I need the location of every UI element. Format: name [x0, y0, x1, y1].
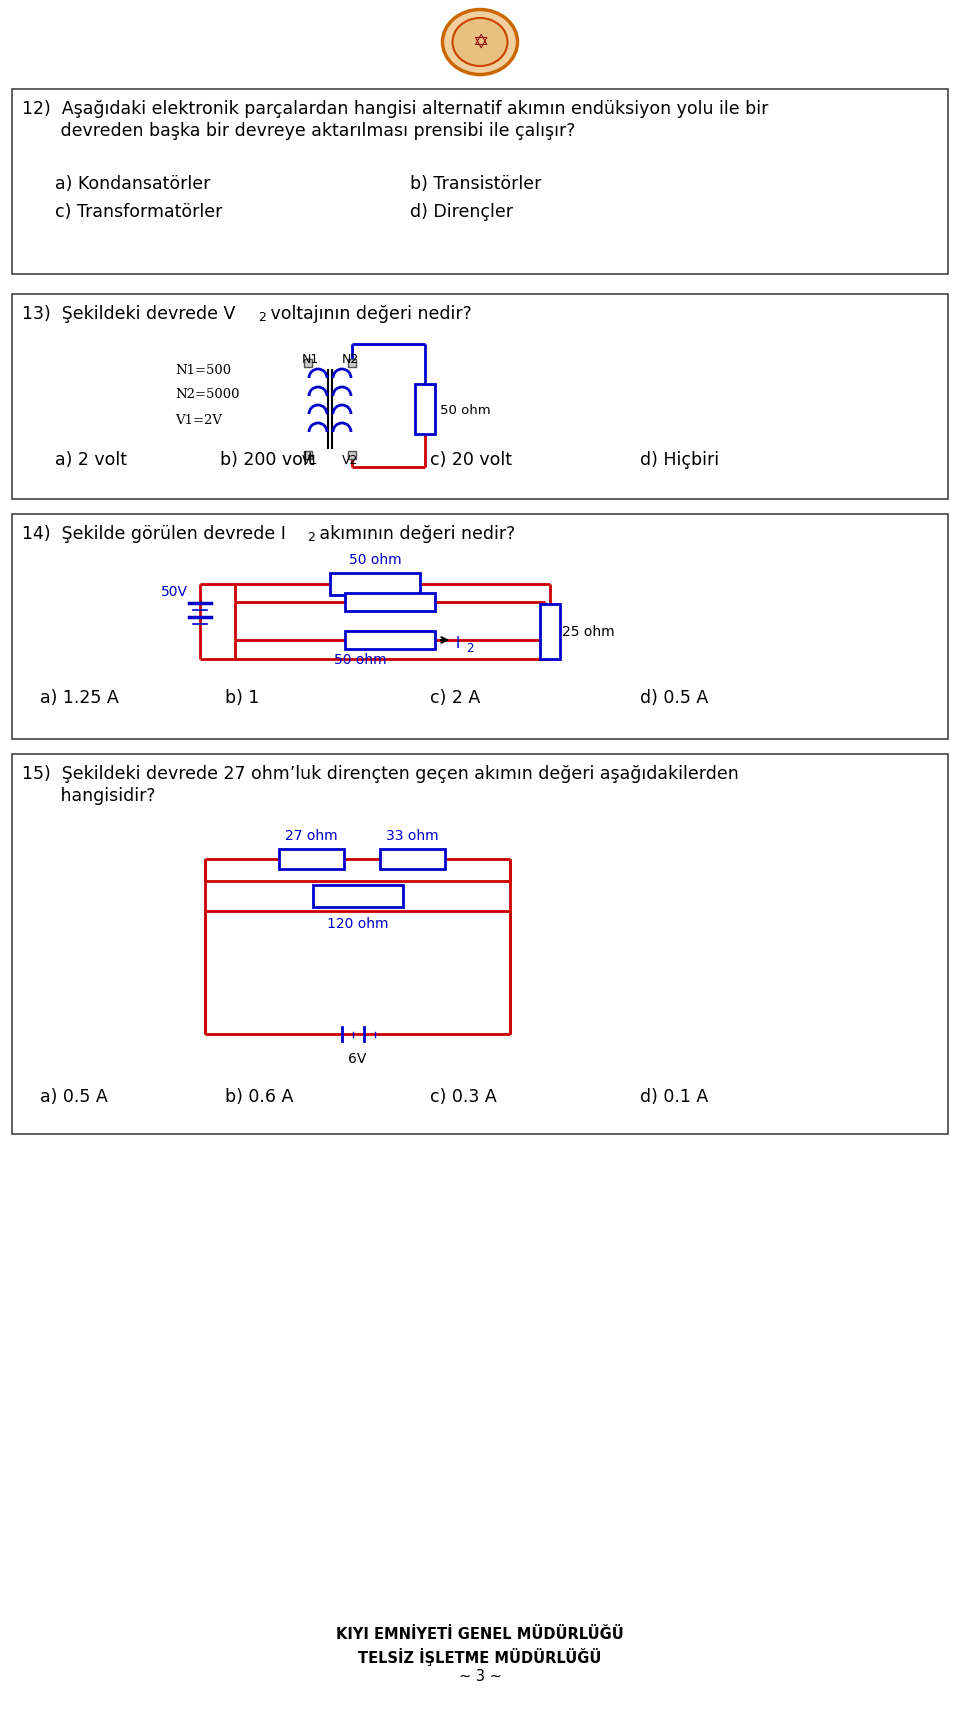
Text: 13)  Şekildeki devrede V: 13) Şekildeki devrede V — [22, 305, 235, 322]
Text: 15)  Şekildeki devrede 27 ohm’luk dirençten geçen akımın değeri aşağıdakilerden: 15) Şekildeki devrede 27 ohm’luk dirençt… — [22, 764, 739, 783]
Bar — [304, 360, 312, 369]
Text: b) Transistörler: b) Transistörler — [410, 175, 541, 194]
Bar — [12, 89, 948, 274]
Text: ~ 3 ~: ~ 3 ~ — [459, 1668, 501, 1683]
Text: b) 200 volt: b) 200 volt — [220, 451, 315, 468]
Text: 14)  Şekilde görülen devrede I: 14) Şekilde görülen devrede I — [22, 524, 286, 543]
Text: N1: N1 — [301, 353, 319, 365]
Text: c) 2 A: c) 2 A — [430, 689, 480, 706]
Text: TELSİZ İŞLETME MÜDÜRLÜĞÜ: TELSİZ İŞLETME MÜDÜRLÜĞÜ — [358, 1647, 602, 1664]
Text: a) Kondansatörler: a) Kondansatörler — [55, 175, 210, 194]
Bar — [380, 850, 444, 869]
Text: 2: 2 — [466, 641, 473, 655]
Text: hangisidir?: hangisidir? — [22, 787, 156, 804]
Text: 120 ohm: 120 ohm — [326, 917, 388, 931]
Bar — [540, 605, 560, 660]
Text: V1=2V: V1=2V — [175, 413, 222, 427]
Text: N2=5000: N2=5000 — [175, 389, 239, 401]
Text: devreden başka bir devreye aktarılması prensibi ile çalışır?: devreden başka bir devreye aktarılması p… — [22, 122, 575, 141]
Text: b) 1: b) 1 — [225, 689, 259, 706]
Text: 50V: 50V — [161, 584, 188, 600]
Bar — [313, 886, 402, 907]
Text: d) 0.5 A: d) 0.5 A — [640, 689, 708, 706]
Text: a) 1.25 A: a) 1.25 A — [40, 689, 119, 706]
Text: 50 ohm: 50 ohm — [334, 653, 386, 667]
Text: 50 ohm: 50 ohm — [440, 403, 491, 417]
Text: d) 0.1 A: d) 0.1 A — [640, 1087, 708, 1106]
Bar — [12, 514, 948, 739]
Bar — [345, 593, 435, 612]
Text: 50 ohm: 50 ohm — [348, 552, 401, 567]
Bar — [348, 360, 356, 369]
Text: 27 ohm: 27 ohm — [285, 828, 338, 843]
Text: c) Transformatörler: c) Transformatörler — [55, 202, 223, 221]
Text: d) Hiçbiri: d) Hiçbiri — [640, 451, 719, 468]
Text: b) 0.6 A: b) 0.6 A — [225, 1087, 294, 1106]
Bar — [279, 850, 345, 869]
Text: a) 2 volt: a) 2 volt — [55, 451, 127, 468]
Bar — [12, 754, 948, 1135]
Text: N2: N2 — [342, 353, 359, 365]
Text: 25 ohm: 25 ohm — [562, 626, 614, 639]
Text: voltajının değeri nedir?: voltajının değeri nedir? — [265, 305, 471, 322]
Text: akımının değeri nedir?: akımının değeri nedir? — [314, 524, 516, 543]
Text: 2: 2 — [258, 310, 266, 324]
Bar — [12, 295, 948, 500]
Bar — [304, 452, 312, 459]
Text: c) 0.3 A: c) 0.3 A — [430, 1087, 496, 1106]
Text: 12)  Aşağıdaki elektronik parçalardan hangisi alternatif akımın endüksiyon yolu : 12) Aşağıdaki elektronik parçalardan han… — [22, 99, 768, 118]
Text: I: I — [456, 636, 460, 650]
Text: V1: V1 — [301, 454, 318, 466]
Text: KIYI EMNİYETİ GENEL MÜDÜRLÜĞÜ: KIYI EMNİYETİ GENEL MÜDÜRLÜĞÜ — [336, 1627, 624, 1642]
Text: 6V: 6V — [348, 1051, 367, 1066]
Text: ✡: ✡ — [471, 34, 489, 53]
Text: 2: 2 — [307, 531, 315, 543]
Text: d) Dirençler: d) Dirençler — [410, 202, 513, 221]
Text: a) 0.5 A: a) 0.5 A — [40, 1087, 108, 1106]
Bar — [348, 452, 356, 459]
Text: N1=500: N1=500 — [175, 363, 231, 377]
Ellipse shape — [452, 19, 508, 67]
Text: c) 20 volt: c) 20 volt — [430, 451, 512, 468]
Ellipse shape — [443, 10, 517, 75]
Text: V2: V2 — [342, 454, 358, 466]
Bar — [415, 384, 435, 435]
Bar — [345, 632, 435, 650]
Text: 33 ohm: 33 ohm — [386, 828, 439, 843]
Bar — [330, 574, 420, 596]
